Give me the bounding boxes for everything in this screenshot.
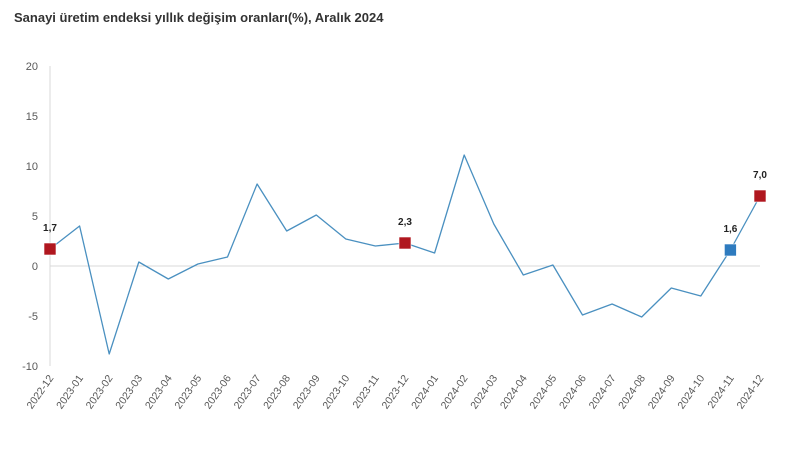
- y-tick-label: 10: [26, 161, 38, 173]
- x-tick-label: 2022-12: [25, 373, 57, 412]
- highlight-marker: [43, 242, 57, 256]
- x-tick-label: 2024-02: [439, 373, 471, 412]
- y-tick-label: 20: [26, 61, 38, 73]
- data-label: 2,3: [398, 217, 412, 228]
- x-tick-label: 2023-01: [54, 373, 86, 412]
- highlight-marker: [753, 189, 767, 203]
- data-labels: 1,7 2,3 1,6 7,0: [43, 170, 767, 235]
- y-tick-label: -5: [28, 311, 38, 323]
- x-tick-label: 2023-05: [172, 373, 204, 412]
- y-tick-label: 5: [32, 211, 38, 223]
- y-tick-label: 0: [32, 261, 38, 273]
- x-tick-label: 2023-10: [320, 373, 352, 412]
- axes: 20151050-5-102022-122023-012023-022023-0…: [22, 61, 766, 411]
- x-tick-label: 2024-11: [705, 373, 737, 411]
- x-tick-label: 2024-03: [468, 373, 500, 412]
- series-layer: [49, 154, 761, 355]
- x-tick-label: 2023-12: [380, 373, 412, 412]
- highlight-marker: [724, 243, 737, 257]
- highlight-marker: [398, 236, 412, 250]
- y-tick-label: -10: [22, 361, 38, 373]
- x-tick-label: 2023-03: [113, 373, 145, 412]
- x-tick-label: 2023-08: [261, 373, 293, 412]
- x-tick-label: 2024-09: [646, 373, 678, 412]
- series-line: [49, 154, 761, 355]
- x-tick-label: 2023-04: [143, 373, 175, 412]
- x-tick-label: 2023-07: [232, 373, 264, 412]
- x-tick-label: 2023-06: [202, 373, 234, 412]
- x-tick-label: 2023-11: [350, 373, 382, 411]
- x-tick-label: 2023-09: [291, 373, 323, 412]
- x-tick-label: 2023-02: [84, 373, 116, 412]
- data-label: 7,0: [753, 170, 767, 181]
- x-tick-label: 2024-07: [587, 373, 619, 412]
- x-tick-label: 2024-01: [409, 373, 441, 412]
- chart-title: Sanayi üretim endeksi yıllık değişim ora…: [14, 10, 384, 25]
- y-tick-label: 15: [26, 111, 38, 123]
- x-tick-label: 2024-12: [735, 373, 767, 412]
- x-tick-label: 2024-04: [498, 373, 530, 412]
- data-label: 1,7: [43, 223, 57, 234]
- x-tick-label: 2024-05: [527, 373, 559, 412]
- highlight-markers: [43, 189, 767, 257]
- x-tick-label: 2024-06: [557, 373, 589, 412]
- x-tick-label: 2024-10: [675, 373, 707, 412]
- data-label: 1,6: [723, 224, 737, 235]
- x-tick-label: 2024-08: [616, 373, 648, 412]
